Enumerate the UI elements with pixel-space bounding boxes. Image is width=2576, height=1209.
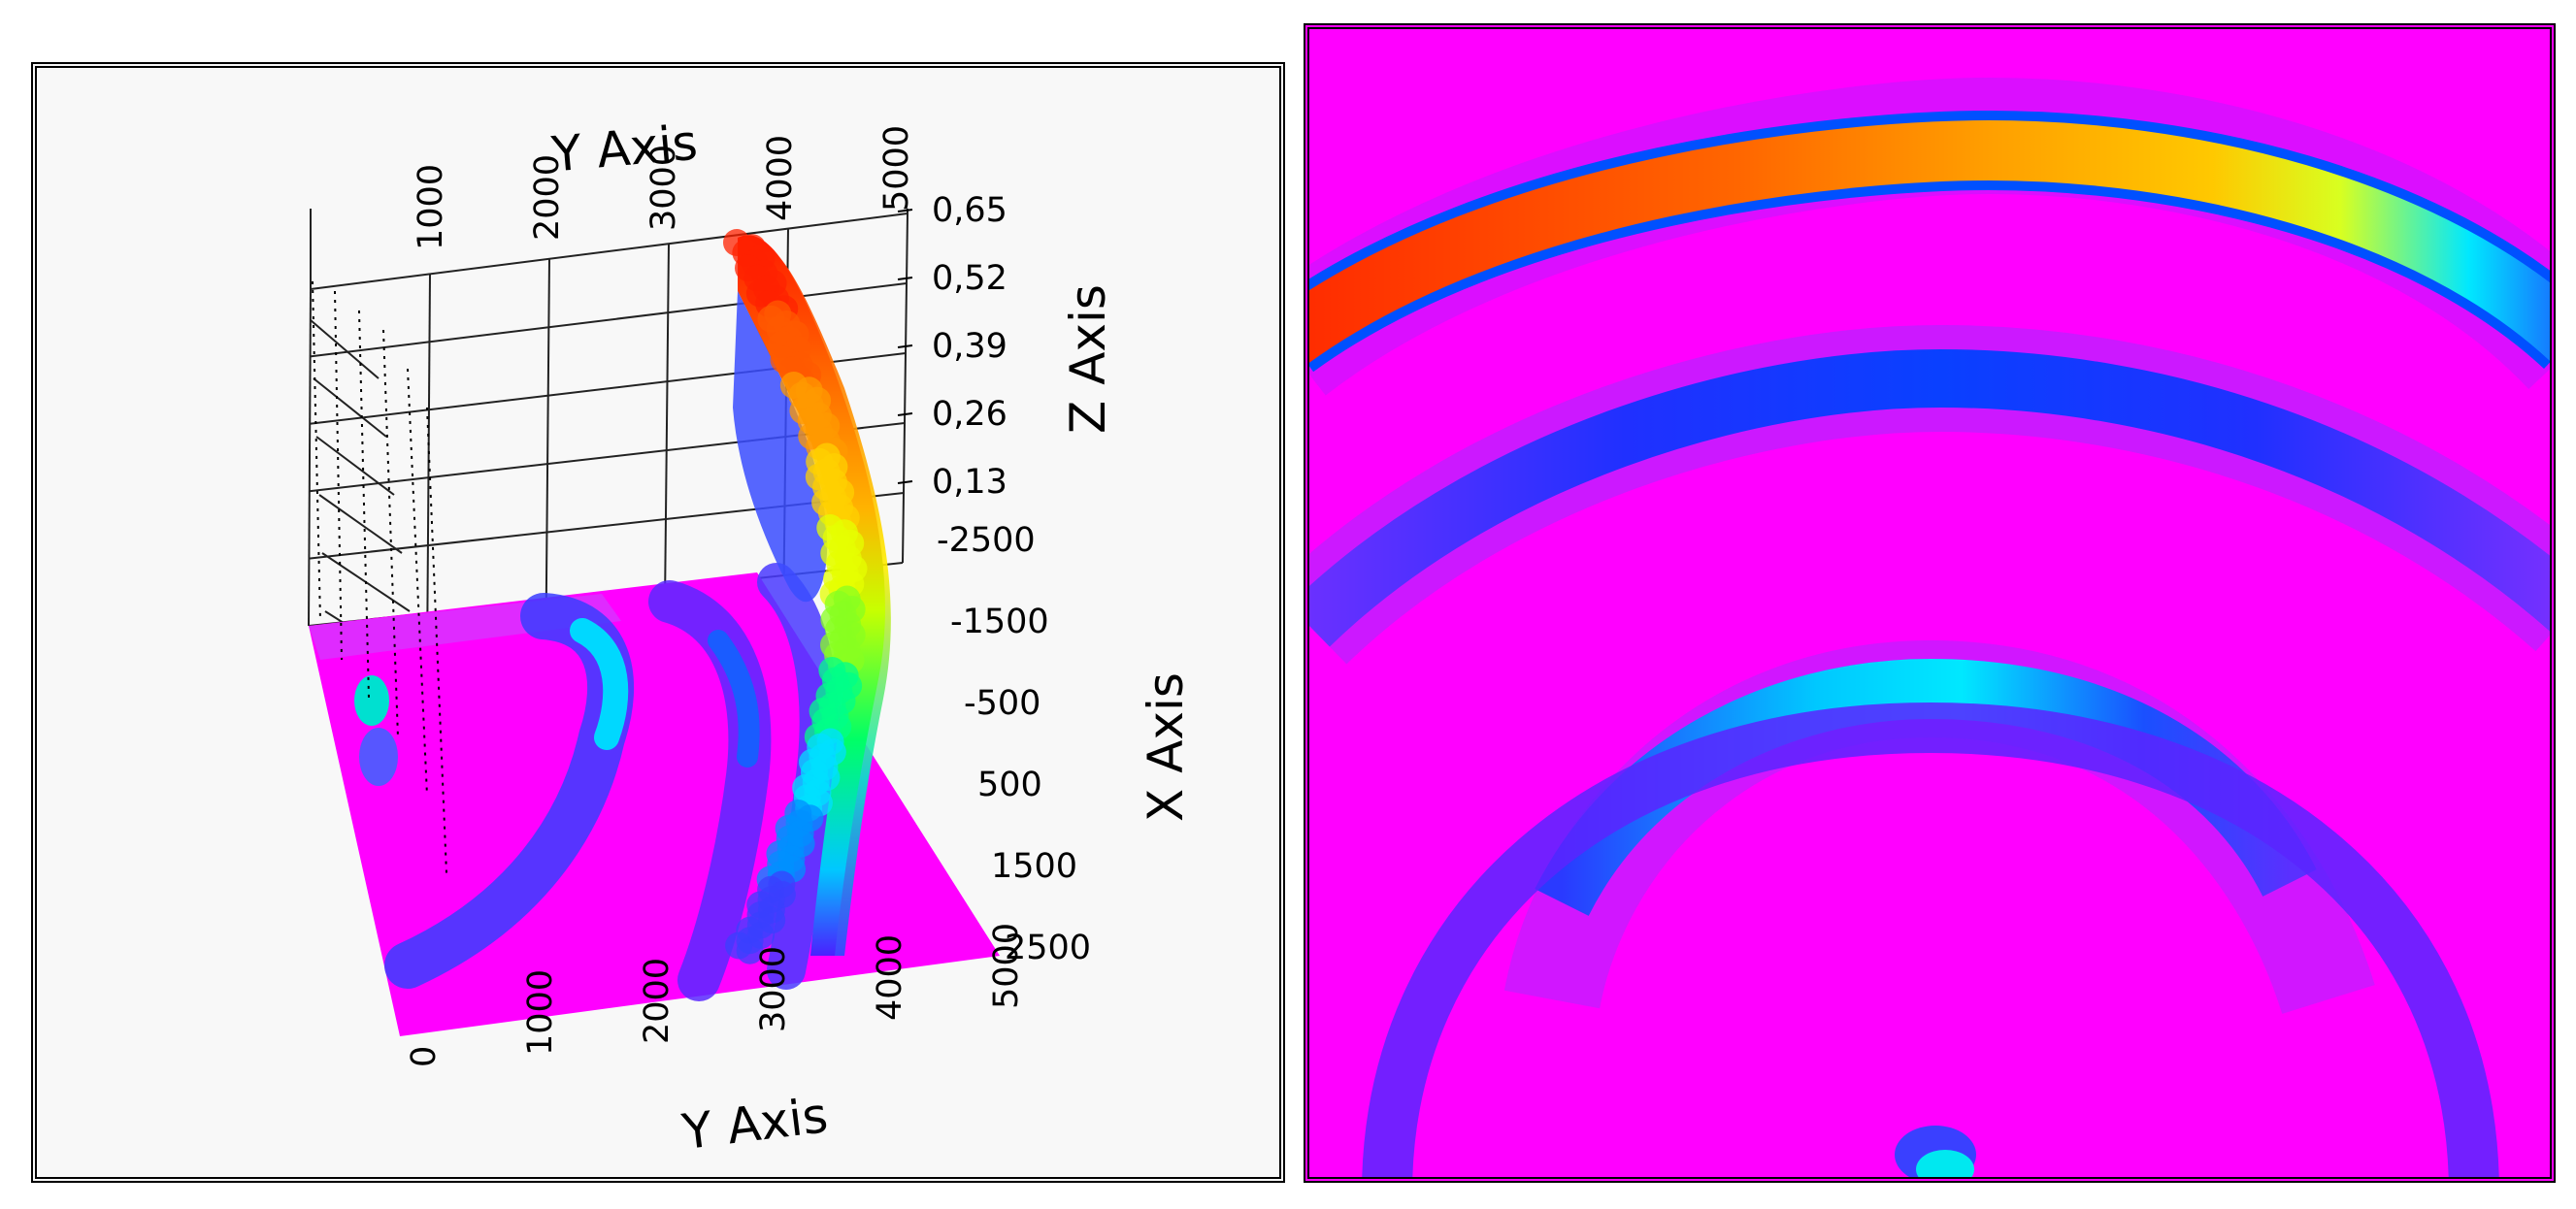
wall-grid-vline xyxy=(664,244,670,589)
wall-artifacts xyxy=(312,280,447,874)
source-halo xyxy=(359,728,398,786)
z-tick-label: 0,65 xyxy=(932,191,1007,230)
wall-grid-diag xyxy=(318,494,403,554)
y-top-tick-label: 4000 xyxy=(761,135,800,221)
y-axis-title-bottom: Y Axis xyxy=(678,1087,831,1160)
faint-ring xyxy=(1362,702,2499,1177)
wall-grid-diag xyxy=(313,377,387,438)
z-tick-mark xyxy=(897,412,913,416)
wall-grid-hline xyxy=(310,212,908,290)
x-tick-label: -2500 xyxy=(937,521,1036,560)
z-tick-mark xyxy=(897,209,913,212)
x-tick-label: 500 xyxy=(977,766,1042,804)
source-point xyxy=(354,675,389,726)
y-axis-bottom-ticks: 0 1000 2000 3000 4000 5000 xyxy=(405,923,1026,1067)
wall-grid-vline xyxy=(308,288,312,627)
middle-ring xyxy=(1309,348,2550,647)
wall-grid-hline xyxy=(310,282,908,358)
z-tick-mark xyxy=(897,480,913,484)
outer-ring xyxy=(1309,119,2550,363)
wall-grid-diag xyxy=(315,436,395,496)
z-axis-ticks: 0,65 0,52 0,39 0,26 0,13 xyxy=(897,191,1007,502)
heatmap-canvas xyxy=(1309,77,2550,1177)
z-tick-label: 0,39 xyxy=(932,327,1007,366)
y-bottom-tick-label: 0 xyxy=(405,1046,444,1067)
z-tick-label: 0,52 xyxy=(932,259,1007,298)
x-tick-label: -1500 xyxy=(950,603,1049,641)
y-axis-title-top: Y Axis xyxy=(548,114,700,183)
y-top-tick-label: 1000 xyxy=(412,164,450,250)
z-tick-label: 0,26 xyxy=(932,395,1007,434)
x-tick-label: -500 xyxy=(964,684,1040,723)
y-top-tick-label: 5000 xyxy=(877,125,916,212)
wall-grid-vline xyxy=(545,258,550,602)
z-tick-mark xyxy=(897,344,913,348)
x-tick-label: 2500 xyxy=(1005,929,1091,967)
peak-dot xyxy=(736,936,764,964)
source-point xyxy=(1916,1150,1974,1177)
x-tick-label: 1500 xyxy=(991,847,1077,886)
y-bottom-tick-label: 5000 xyxy=(987,923,1026,1009)
wavefront-base xyxy=(733,291,828,603)
x-axis-ticks: -2500 -1500 -500 500 1500 2500 xyxy=(937,521,1091,967)
y-bottom-tick-label: 2000 xyxy=(638,958,677,1044)
ring-1-highlight xyxy=(570,618,629,750)
wavefront-peak xyxy=(738,235,885,956)
x-axis-title: X Axis xyxy=(1138,672,1194,822)
y-top-tick-label: 3000 xyxy=(644,145,683,231)
y-bottom-tick-label: 3000 xyxy=(754,946,793,1032)
wall-grid-diag xyxy=(310,319,380,379)
y-bottom-tick-label: 4000 xyxy=(871,934,909,1021)
y-axis-top-ticks: 1000 2000 3000 4000 5000 xyxy=(412,125,916,250)
z-axis-title: Z Axis xyxy=(1060,284,1116,434)
top-view-heatmap xyxy=(1304,23,2556,1183)
z-tick-label: 0,13 xyxy=(932,463,1007,502)
peak-dot-texture xyxy=(723,229,868,964)
z-tick-mark xyxy=(897,277,913,280)
wall-grid-vline xyxy=(902,212,908,564)
ring-2-highlight xyxy=(708,630,760,768)
y-top-tick-label: 2000 xyxy=(528,154,567,241)
y-bottom-tick-label: 1000 xyxy=(521,969,560,1056)
